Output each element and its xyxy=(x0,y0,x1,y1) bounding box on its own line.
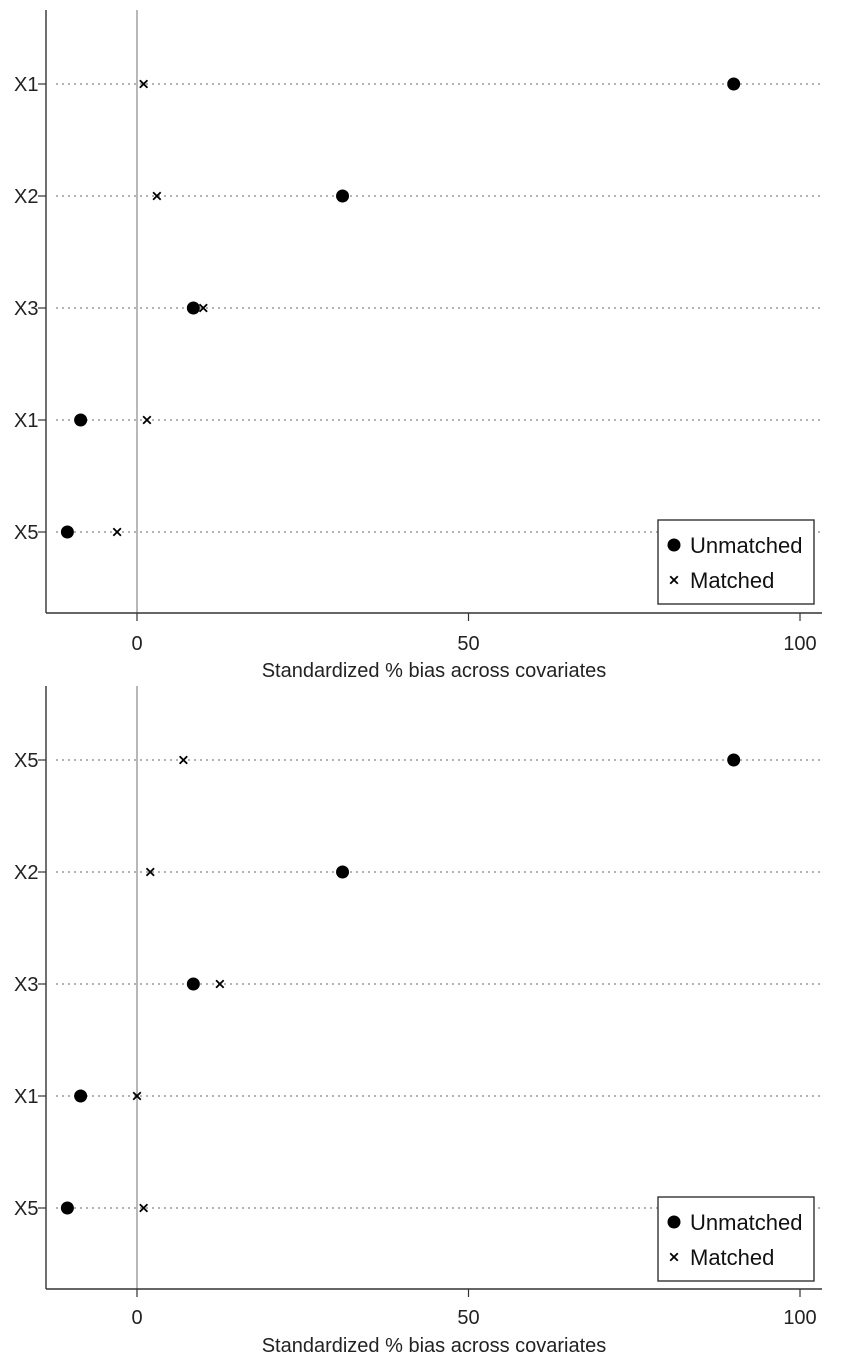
legend-marker-matched xyxy=(669,1252,679,1262)
legend-marker-unmatched xyxy=(667,1215,681,1229)
point-unmatched xyxy=(727,753,741,767)
point-matched xyxy=(112,527,122,537)
legend: Unmatched Matched xyxy=(657,1196,815,1282)
x-tick-label: 100 xyxy=(783,633,816,655)
point-unmatched xyxy=(186,301,200,315)
point-unmatched xyxy=(336,865,350,879)
legend: Unmatched Matched xyxy=(657,519,815,605)
point-matched xyxy=(178,755,188,765)
point-unmatched xyxy=(336,189,350,203)
y-tick-label: X5 xyxy=(14,750,38,772)
y-tick-label: X2 xyxy=(14,862,38,884)
legend-box xyxy=(657,519,815,605)
point-matched xyxy=(215,979,225,989)
legend-marker-unmatched xyxy=(667,538,681,552)
y-tick-label: X5 xyxy=(14,522,38,544)
point-matched xyxy=(139,1203,149,1213)
point-matched xyxy=(139,79,149,89)
y-tick-label: X1 xyxy=(14,74,38,96)
y-tick-label: X1 xyxy=(14,1086,38,1108)
y-tick-label: X1 xyxy=(14,410,38,432)
legend-label-matched: Matched xyxy=(690,1245,774,1270)
x-axis-label: Standardized % bias across covariates xyxy=(262,1335,607,1357)
y-tick-label: X3 xyxy=(14,974,38,996)
point-unmatched xyxy=(74,1089,88,1103)
x-tick-label: 0 xyxy=(131,633,142,655)
legend-box xyxy=(657,1196,815,1282)
point-matched xyxy=(132,1091,142,1101)
point-matched xyxy=(152,191,162,201)
point-unmatched xyxy=(60,525,74,539)
point-matched xyxy=(198,303,208,313)
point-matched xyxy=(142,415,152,425)
legend-label-unmatched: Unmatched xyxy=(690,533,803,558)
point-matched xyxy=(145,867,155,877)
x-axis-label: Standardized % bias across covariates xyxy=(262,660,607,682)
point-unmatched xyxy=(74,413,88,427)
x-tick-label: 50 xyxy=(457,1307,479,1329)
x-tick-label: 0 xyxy=(131,1307,142,1329)
x-tick-label: 50 xyxy=(457,633,479,655)
x-tick-label: 100 xyxy=(783,1307,816,1329)
y-tick-label: X2 xyxy=(14,186,38,208)
y-tick-label: X3 xyxy=(14,298,38,320)
point-unmatched xyxy=(186,977,200,991)
point-unmatched xyxy=(60,1201,74,1215)
legend-label-matched: Matched xyxy=(690,568,774,593)
chart-panel-1: X1 X2 X3 X1 X5 0 50 100 Standardized % bias acro… xyxy=(14,10,822,682)
chart-panel-2: X5 X2 X3 X1 X5 0 50 100 Standardized % bias acro… xyxy=(14,686,822,1357)
legend-marker-matched xyxy=(669,575,679,585)
legend-label-unmatched: Unmatched xyxy=(690,1210,803,1235)
point-unmatched xyxy=(727,77,741,91)
y-tick-label: X5 xyxy=(14,1198,38,1220)
